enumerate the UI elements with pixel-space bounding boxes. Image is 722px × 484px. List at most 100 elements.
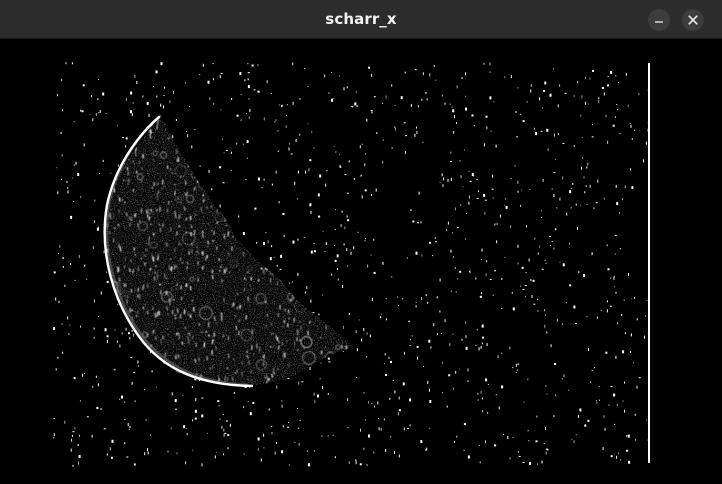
crater-edge	[318, 375, 320, 379]
crater-edge	[220, 120, 223, 126]
noise-dot	[515, 363, 517, 367]
noise-dot	[519, 113, 521, 115]
noise-dot	[481, 292, 482, 295]
noise-dot	[346, 86, 348, 89]
noise-dot	[73, 377, 76, 380]
noise-dot	[447, 221, 449, 225]
noise-dot	[106, 335, 109, 338]
noise-dot	[460, 204, 462, 206]
crater-edge	[117, 345, 119, 347]
crater-edge	[349, 229, 352, 234]
crater-edge	[150, 344, 153, 347]
noise-dot	[476, 329, 478, 331]
noise-dot	[322, 294, 323, 296]
crater-edge	[118, 243, 120, 248]
noise-dot	[429, 73, 431, 77]
noise-dot	[610, 277, 612, 279]
crater-edge	[257, 162, 259, 166]
crater-ring	[240, 329, 253, 342]
noise-dot	[244, 386, 247, 389]
crater-edge	[338, 289, 341, 293]
noise-dot	[331, 98, 333, 102]
noise-dot	[73, 164, 75, 166]
noise-dot	[570, 207, 572, 209]
noise-dot	[346, 215, 348, 218]
noise-dot	[185, 428, 187, 430]
crater-edge	[238, 149, 241, 152]
crater-edge	[137, 372, 140, 378]
noise-dot	[588, 103, 590, 105]
noise-dot	[581, 137, 583, 139]
noise-dot	[501, 277, 503, 280]
noise-dot	[182, 394, 184, 396]
noise-dot	[456, 85, 458, 89]
noise-dot	[192, 449, 194, 451]
noise-dot	[55, 297, 57, 301]
noise-dot	[467, 455, 470, 459]
noise-dot	[620, 459, 622, 461]
close-button[interactable]	[682, 9, 704, 31]
noise-dot	[122, 137, 125, 139]
minimize-button[interactable]	[648, 9, 670, 31]
title-bar[interactable]: scharr_x	[0, 0, 722, 39]
noise-dot	[417, 105, 419, 108]
crater-edge	[333, 387, 334, 391]
noise-dot	[510, 178, 512, 179]
noise-dot	[199, 165, 201, 167]
crater-edge	[247, 356, 249, 360]
noise-dot	[247, 63, 249, 65]
noise-dot	[517, 262, 519, 265]
noise-dot	[219, 204, 221, 208]
noise-dot	[110, 172, 112, 174]
noise-dot	[492, 174, 494, 178]
crater-edge	[319, 188, 322, 193]
noise-dot	[414, 69, 417, 71]
noise-dot	[364, 240, 366, 242]
noise-dot	[489, 96, 492, 100]
noise-dot	[291, 281, 293, 283]
noise-dot	[646, 300, 648, 301]
noise-dot	[543, 89, 546, 92]
crater-edge	[216, 390, 217, 393]
crater-edge	[125, 212, 128, 217]
noise-dot	[295, 139, 297, 142]
crater-ring	[249, 187, 258, 196]
noise-dot	[553, 172, 556, 174]
crater-edge	[220, 315, 223, 321]
noise-dot	[281, 404, 283, 408]
noise-dot	[247, 72, 250, 74]
crater-edge	[115, 178, 118, 181]
noise-dot	[336, 254, 339, 258]
noise-dot	[392, 379, 394, 381]
noise-dot	[281, 450, 284, 454]
crater-edge	[196, 246, 198, 249]
crater-edge	[351, 340, 353, 345]
noise-dot	[456, 122, 457, 125]
crater-edge	[162, 117, 165, 121]
noise-dot	[298, 427, 299, 429]
noise-dot	[421, 296, 422, 300]
noise-dot	[617, 109, 619, 111]
crater-edge	[191, 156, 193, 159]
noise-dot	[368, 401, 369, 404]
noise-dot	[609, 305, 612, 307]
crater-edge	[248, 360, 250, 366]
noise-dot	[614, 253, 616, 255]
noise-dot	[410, 103, 412, 107]
noise-dot	[606, 309, 608, 313]
noise-dot	[209, 97, 211, 101]
crater-edge	[167, 200, 170, 205]
noise-dot	[617, 452, 619, 454]
noise-dot	[607, 75, 609, 77]
crater-edge	[351, 277, 354, 280]
noise-dot	[244, 79, 246, 82]
noise-dot	[485, 378, 488, 382]
crater-edge	[313, 383, 315, 386]
noise-dot	[385, 374, 388, 376]
noise-dot	[579, 408, 582, 412]
crater-edge	[142, 371, 145, 377]
noise-dot	[218, 405, 220, 407]
noise-dot	[371, 73, 373, 77]
crater-edge	[167, 312, 169, 315]
crater-edge	[336, 292, 338, 296]
